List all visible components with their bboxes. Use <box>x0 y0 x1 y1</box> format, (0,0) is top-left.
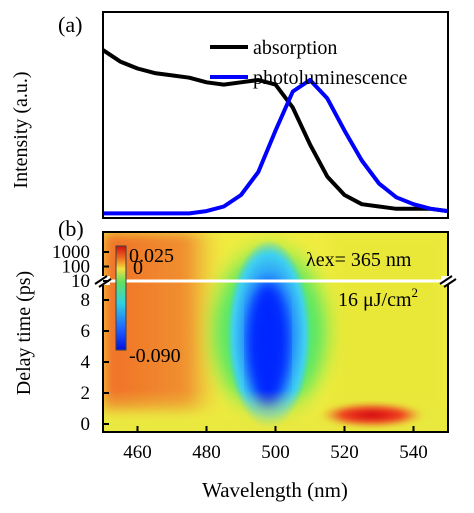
panel-b-xlabel: Wavelength (nm) <box>202 478 348 502</box>
y-tick-label: 1000 <box>52 242 90 263</box>
x-tick-label: 540 <box>399 442 428 463</box>
heatmap-red-feature <box>320 403 424 427</box>
y-tick-label: 4 <box>81 352 91 373</box>
x-tick-label: 500 <box>261 442 290 463</box>
x-tick-label: 460 <box>123 442 152 463</box>
legend-label-photoluminescence: photoluminescence <box>253 67 408 89</box>
heatmap <box>103 232 448 432</box>
colorbar: 0.025 0 -0.090 <box>115 245 181 367</box>
panel-b-x-ticks: 460 480 500 520 540 <box>123 426 428 463</box>
panel-b-label: (b) <box>58 216 84 241</box>
panel-b-ylabel: Delay time (ps) <box>13 271 35 395</box>
panel-b: (b) 0.025 0 -0.090 λex= 365 nm 16 μJ/cm2… <box>13 216 457 502</box>
colorbar-max-label: 0.025 <box>129 245 174 267</box>
panel-a-label: (a) <box>58 12 82 37</box>
colorbar-min-label: -0.090 <box>129 345 181 367</box>
fluence-annotation: 16 μJ/cm2 <box>338 285 418 311</box>
series-line-photoluminescence <box>103 78 448 216</box>
series-line-absorption <box>103 48 448 214</box>
legend-label-absorption: absorption <box>253 37 337 59</box>
fluence-superscript: 2 <box>412 285 419 300</box>
y-tick-label: 0 <box>81 414 91 435</box>
y-tick-label: 10 <box>71 271 90 292</box>
panel-a-frame <box>102 11 449 219</box>
panel-a-ylabel: Intensity (a.u.) <box>10 71 32 188</box>
excitation-annotation: λex= 365 nm <box>306 249 412 271</box>
colorbar-gradient <box>115 245 127 351</box>
panel-a: (a) Intensity (a.u.) absorption photolum… <box>10 11 449 219</box>
colorbar-zero-label: 0 <box>133 257 143 279</box>
y-tick-label: 100 <box>62 257 91 278</box>
x-tick-label: 480 <box>192 442 221 463</box>
y-tick-label: 6 <box>81 321 91 342</box>
x-tick-label: 520 <box>330 442 359 463</box>
heatmap-bleach-core <box>248 283 288 407</box>
y-tick-label: 8 <box>81 290 91 311</box>
fluence-text: 16 μJ/cm <box>338 289 412 311</box>
panel-a-plot-area <box>103 48 448 216</box>
legend: absorption photoluminescence <box>210 37 408 89</box>
y-tick-label: 2 <box>81 383 91 404</box>
